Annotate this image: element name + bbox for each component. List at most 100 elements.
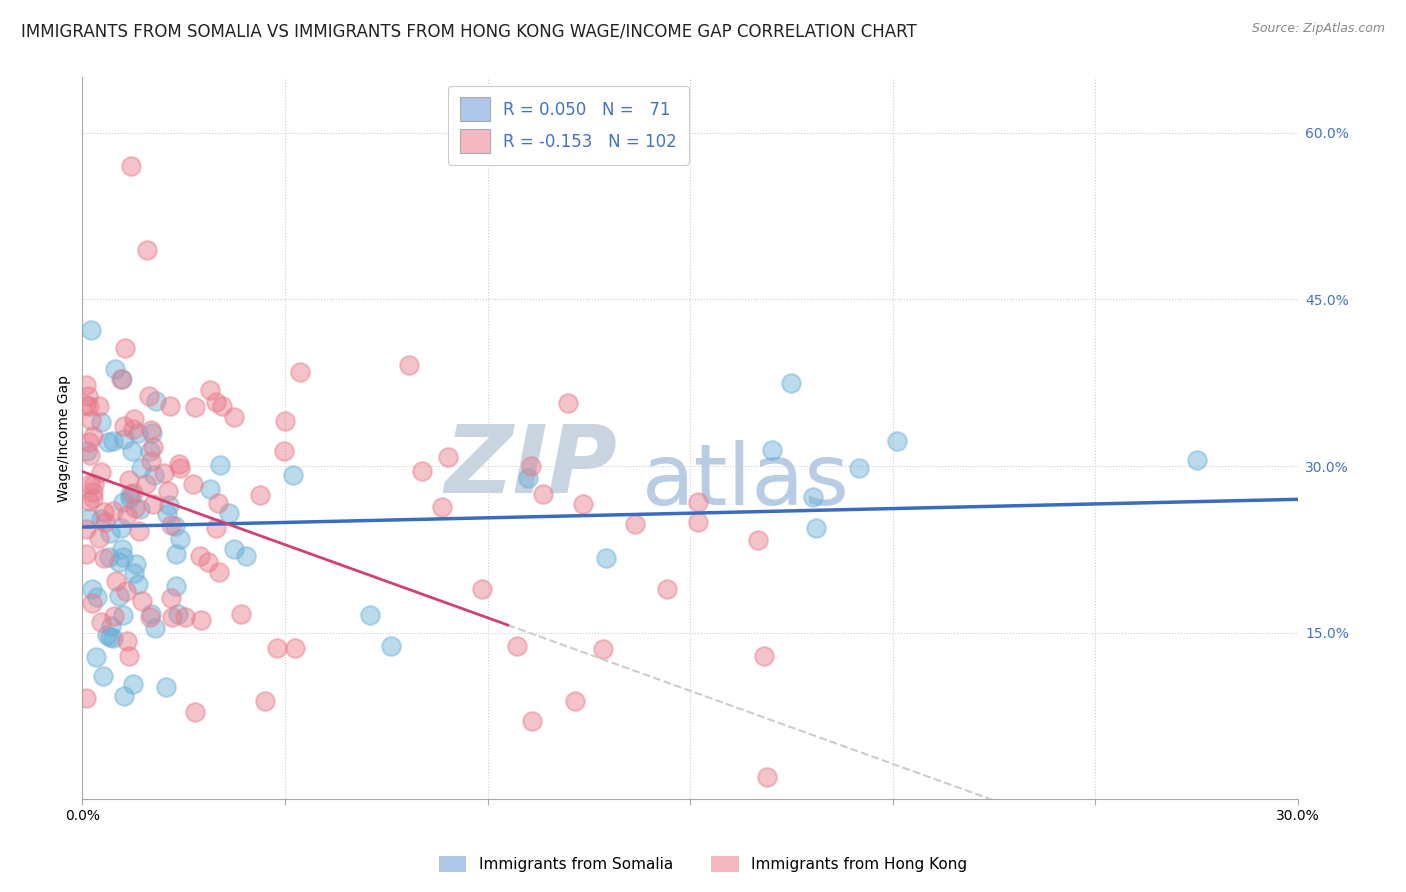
Point — [848, 461, 870, 475]
Point — [104, 362, 127, 376]
Point — [141, 607, 163, 622]
Point — [90, 512, 112, 526]
Point — [101, 631, 124, 645]
Point — [122, 677, 145, 691]
Point — [76, 444, 98, 458]
Point — [686, 515, 709, 529]
Point — [142, 440, 165, 454]
Point — [274, 414, 297, 428]
Point — [211, 399, 233, 413]
Point — [121, 443, 143, 458]
Legend: Immigrants from Somalia, Immigrants from Hong Kong: Immigrants from Somalia, Immigrants from… — [432, 848, 974, 880]
Point — [82, 491, 104, 506]
Point — [165, 579, 187, 593]
Point — [80, 413, 103, 427]
Point — [97, 435, 120, 450]
Point — [112, 433, 135, 447]
Point — [138, 389, 160, 403]
Point — [82, 429, 104, 443]
Point — [755, 770, 778, 784]
Point — [160, 518, 183, 533]
Point — [120, 491, 142, 505]
Point — [80, 323, 103, 337]
Point — [75, 691, 97, 706]
Point — [111, 608, 134, 623]
Point — [288, 365, 311, 379]
Point — [115, 583, 138, 598]
Point — [572, 497, 595, 511]
Point — [153, 466, 176, 480]
Point — [804, 521, 827, 535]
Point — [87, 400, 110, 414]
Point — [115, 508, 138, 522]
Point — [77, 399, 100, 413]
Point — [398, 358, 420, 372]
Point — [747, 533, 769, 548]
Point — [155, 680, 177, 694]
Point — [80, 596, 103, 610]
Point — [167, 457, 190, 471]
Point — [190, 613, 212, 627]
Point — [86, 649, 108, 664]
Point — [224, 541, 246, 556]
Point — [517, 471, 540, 485]
Point — [557, 396, 579, 410]
Point — [103, 609, 125, 624]
Point — [142, 467, 165, 482]
Point — [184, 705, 207, 719]
Point — [107, 589, 129, 603]
Point — [520, 458, 543, 473]
Point — [104, 574, 127, 588]
Point — [209, 458, 232, 472]
Point — [520, 714, 543, 728]
Point — [686, 495, 709, 509]
Point — [101, 434, 124, 448]
Point — [430, 500, 453, 514]
Point — [112, 689, 135, 703]
Point — [657, 582, 679, 596]
Point — [108, 556, 131, 570]
Point — [281, 468, 304, 483]
Text: IMMIGRANTS FROM SOMALIA VS IMMIGRANTS FROM HONG KONG WAGE/INCOME GAP CORRELATION: IMMIGRANTS FROM SOMALIA VS IMMIGRANTS FR… — [21, 22, 917, 40]
Point — [93, 505, 115, 519]
Point — [249, 487, 271, 501]
Point — [505, 639, 527, 653]
Point — [79, 476, 101, 491]
Legend: R = 0.050   N =   71, R = -0.153   N = 102: R = 0.050 N = 71, R = -0.153 N = 102 — [449, 86, 689, 165]
Point — [120, 159, 142, 173]
Point — [114, 341, 136, 355]
Point — [157, 484, 180, 499]
Point — [155, 507, 177, 521]
Point — [761, 443, 783, 458]
Point — [157, 498, 180, 512]
Point — [82, 485, 104, 500]
Text: ZIP: ZIP — [444, 421, 617, 513]
Point — [173, 610, 195, 624]
Point — [160, 591, 183, 606]
Point — [198, 482, 221, 496]
Point — [79, 448, 101, 462]
Point — [80, 582, 103, 597]
Point — [197, 555, 219, 569]
Point — [86, 590, 108, 604]
Point — [411, 465, 433, 479]
Point — [184, 400, 207, 414]
Point — [135, 477, 157, 491]
Point — [122, 486, 145, 500]
Point — [564, 693, 586, 707]
Point — [181, 476, 204, 491]
Point — [89, 465, 111, 479]
Point — [231, 607, 253, 621]
Point — [471, 582, 494, 596]
Point — [90, 615, 112, 629]
Point — [75, 522, 97, 536]
Point — [75, 547, 97, 561]
Point — [125, 557, 148, 571]
Point — [138, 444, 160, 458]
Point — [79, 493, 101, 508]
Point — [122, 412, 145, 426]
Point — [139, 610, 162, 624]
Point — [77, 434, 100, 449]
Point — [121, 422, 143, 436]
Point — [90, 415, 112, 429]
